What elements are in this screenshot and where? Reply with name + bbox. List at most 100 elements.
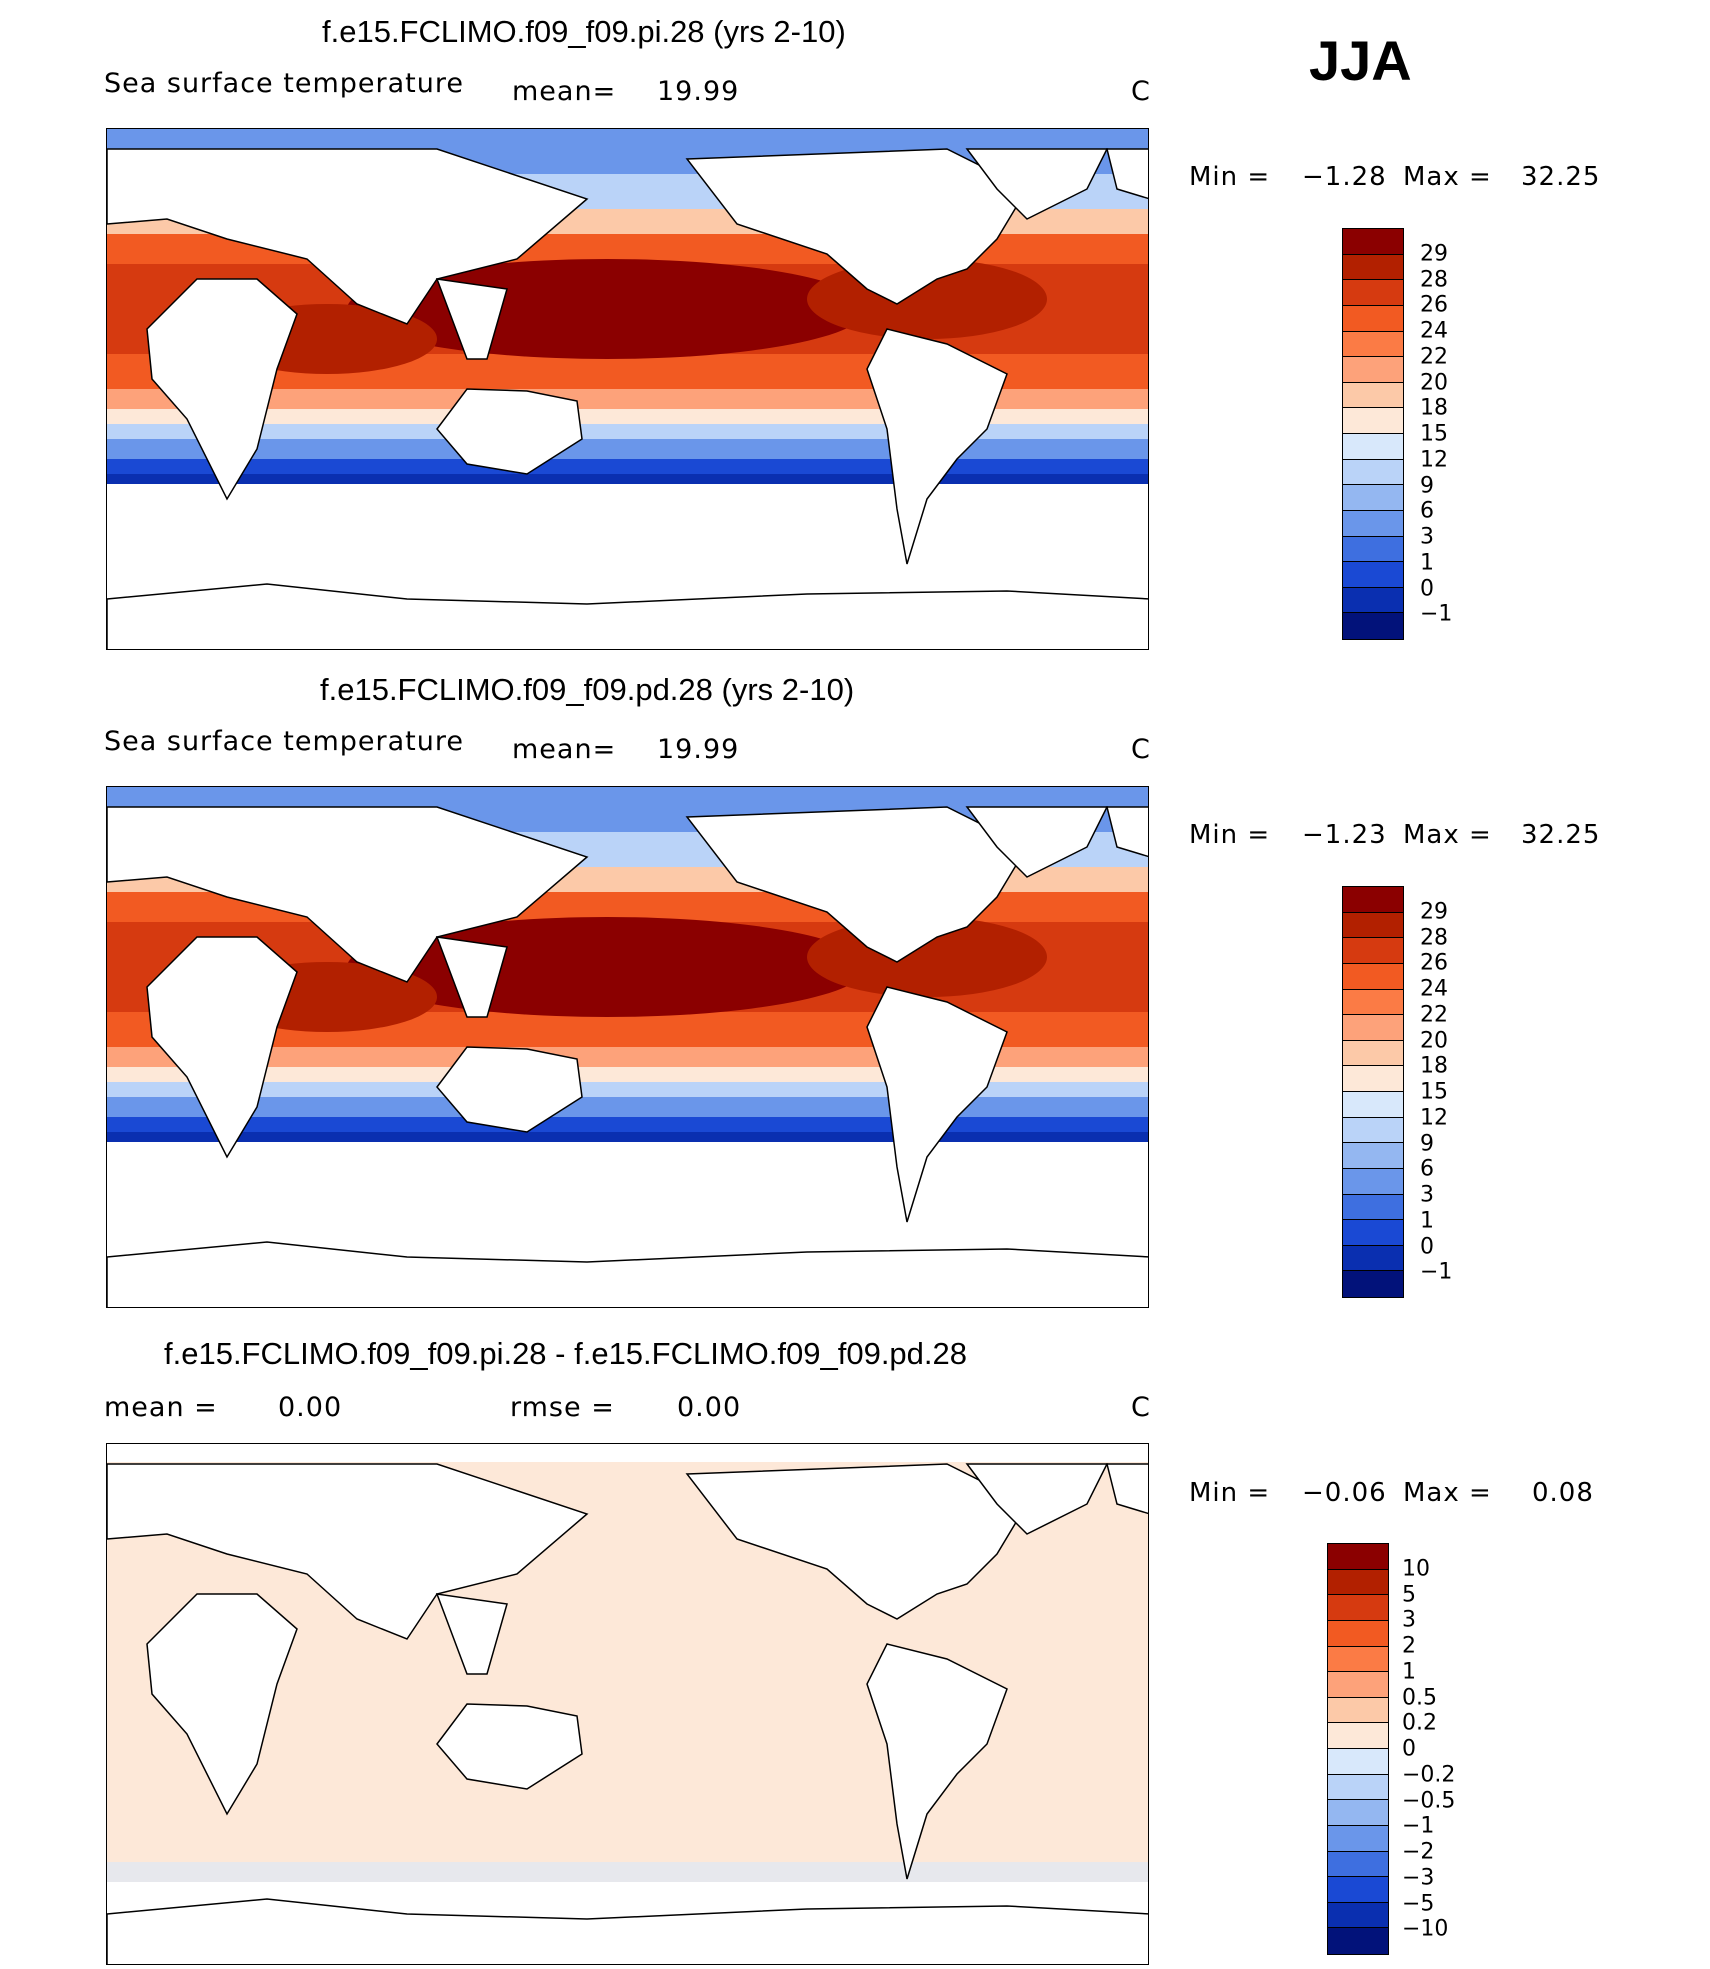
colorbar-cell	[1328, 1723, 1388, 1749]
colorbar-tick-label: 26	[1420, 292, 1448, 318]
colorbar-cell	[1343, 562, 1403, 588]
colorbar-tick-label: −5	[1402, 1891, 1435, 1916]
colorbar-cell	[1343, 963, 1403, 990]
colorbar-tick-label: 22	[1420, 1002, 1448, 1028]
panel1-min-value: −1.28	[1302, 162, 1387, 192]
panel2-sst-field	[107, 787, 1148, 1307]
colorbar-cell	[1343, 1194, 1403, 1221]
colorbar-cell	[1328, 1928, 1388, 1954]
panel3-map	[106, 1443, 1149, 1965]
panel1-map	[106, 128, 1149, 650]
panel1-title: f.e15.FCLIMO.f09_f09.pi.28 (yrs 2-10)	[322, 14, 846, 49]
panel3-max-value: 0.08	[1532, 1478, 1594, 1508]
colorbar-tick-label: 6	[1420, 1156, 1434, 1182]
colorbar-cell	[1343, 989, 1403, 1016]
colorbar-cell	[1343, 229, 1403, 255]
colorbar-tick-label: 0.2	[1402, 1710, 1437, 1736]
panel2-min-label: Min =	[1189, 820, 1271, 850]
colorbar-tick-label: 18	[1420, 1053, 1448, 1079]
colorbar-tick-label: 5	[1402, 1582, 1416, 1607]
colorbar-tick-label: 12	[1420, 447, 1448, 473]
colorbar-cell	[1343, 912, 1403, 939]
colorbar-tick-label: 29	[1420, 241, 1448, 267]
colorbar-tick-label: 29	[1420, 899, 1448, 925]
colorbar-tick-label: −3	[1402, 1865, 1435, 1891]
panel1-variable: Sea surface temperature	[104, 68, 464, 99]
colorbar-tick-label: 22	[1420, 344, 1448, 370]
colorbar-cell	[1343, 510, 1403, 537]
colorbar-tick-label: 9	[1420, 473, 1434, 498]
colorbar-cell	[1328, 1544, 1388, 1570]
panel3-max-label: Max =	[1403, 1478, 1492, 1508]
colorbar-cell	[1343, 1117, 1403, 1144]
colorbar-cell	[1343, 1066, 1403, 1092]
panel2-max-value: 32.25	[1521, 820, 1601, 850]
colorbar-cell	[1328, 1672, 1388, 1698]
colorbar-cell	[1343, 1168, 1403, 1195]
colorbar-tick-label: 0	[1420, 1234, 1434, 1259]
panel1-sst-field	[107, 129, 1148, 649]
panel2-mean-label: mean=	[512, 734, 617, 765]
colorbar-tick-label: 28	[1420, 925, 1448, 950]
colorbar-cell	[1328, 1569, 1388, 1596]
colorbar-cell	[1328, 1800, 1388, 1826]
colorbar-tick-label: 3	[1420, 524, 1434, 550]
panel3-min-value: −0.06	[1302, 1478, 1387, 1508]
colorbar-tick-label: 20	[1420, 370, 1448, 395]
colorbar-tick-label: 2	[1402, 1633, 1416, 1659]
colorbar-cell	[1328, 1749, 1388, 1775]
panel2-mean-value: 19.99	[657, 734, 740, 765]
colorbar-cell	[1343, 1271, 1403, 1297]
colorbar-cell	[1343, 587, 1403, 614]
colorbar-cell	[1328, 1620, 1388, 1647]
colorbar-tick-label: 24	[1420, 976, 1448, 1002]
panel1-units: C	[1131, 76, 1151, 107]
colorbar-cell	[1343, 331, 1403, 358]
colorbar-tick-label: −1	[1402, 1813, 1435, 1839]
colorbar-tick-label: 3	[1420, 1182, 1434, 1208]
colorbar-cell	[1343, 357, 1403, 383]
colorbar-cell	[1328, 1902, 1388, 1929]
panel3-min-label: Min =	[1189, 1478, 1271, 1508]
colorbar-tick-label: −1	[1420, 601, 1453, 627]
colorbar-tick-label: 15	[1420, 1079, 1448, 1105]
colorbar-cell	[1343, 305, 1403, 332]
colorbar-tick-label: 0.5	[1402, 1685, 1437, 1710]
panel3-colorbar	[1327, 1543, 1389, 1955]
colorbar-tick-label: 20	[1420, 1028, 1448, 1053]
colorbar-tick-label: −2	[1402, 1839, 1435, 1865]
panel3-rmse-label: rmse =	[510, 1392, 615, 1423]
colorbar-tick-label: 1	[1402, 1659, 1416, 1685]
colorbar-cell	[1343, 1143, 1403, 1169]
colorbar-cell	[1328, 1646, 1388, 1673]
panel1-mean-label: mean=	[512, 76, 617, 107]
colorbar-tick-label: 24	[1420, 318, 1448, 344]
colorbar-tick-label: 1	[1420, 550, 1434, 576]
colorbar-cell	[1343, 887, 1403, 913]
panel2-map	[106, 786, 1149, 1308]
panel1-mean-value: 19.99	[657, 76, 740, 107]
colorbar-cell	[1328, 1595, 1388, 1621]
colorbar-cell	[1343, 434, 1403, 460]
colorbar-tick-label: 18	[1420, 395, 1448, 421]
colorbar-cell	[1328, 1774, 1388, 1801]
panel2-title: f.e15.FCLIMO.f09_f09.pd.28 (yrs 2-10)	[320, 672, 855, 707]
colorbar-cell	[1343, 408, 1403, 434]
colorbar-tick-label: 12	[1420, 1105, 1448, 1131]
colorbar-tick-label: 0	[1402, 1736, 1416, 1762]
colorbar-tick-label: 1	[1420, 1208, 1434, 1234]
panel3-diff-field	[107, 1444, 1148, 1964]
colorbar-tick-label: −0.5	[1402, 1788, 1456, 1813]
colorbar-cell	[1343, 459, 1403, 486]
panel1-max-value: 32.25	[1521, 162, 1601, 192]
colorbar-cell	[1343, 254, 1403, 281]
panel3-mean-label: mean =	[104, 1392, 218, 1423]
panel3-units: C	[1131, 1392, 1151, 1423]
colorbar-cell	[1343, 485, 1403, 511]
colorbar-cell	[1328, 1877, 1388, 1903]
colorbar-tick-label: 15	[1420, 421, 1448, 447]
colorbar-cell	[1343, 382, 1403, 409]
panel2-units: C	[1131, 734, 1151, 765]
panel2-variable: Sea surface temperature	[104, 726, 464, 757]
colorbar-cell	[1343, 1245, 1403, 1272]
